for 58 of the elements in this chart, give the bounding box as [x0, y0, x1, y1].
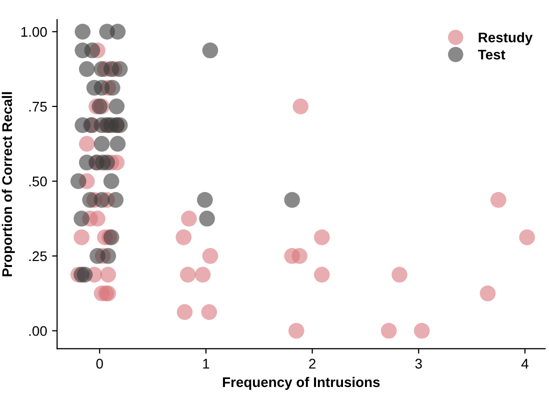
- point: [84, 42, 100, 58]
- y-tick-label: 1.00: [21, 26, 47, 37]
- point: [199, 210, 215, 227]
- y-tick-label: .75: [29, 102, 47, 112]
- point: [110, 136, 126, 152]
- point: [74, 24, 91, 40]
- point: [100, 248, 116, 264]
- point: [78, 136, 95, 152]
- x-tick-label: 1: [203, 358, 210, 368]
- point: [112, 61, 128, 77]
- point: [380, 322, 397, 339]
- point: [284, 192, 300, 208]
- x-tick-label: 4: [521, 358, 528, 368]
- point: [112, 117, 128, 134]
- point: [180, 266, 196, 283]
- point: [490, 192, 506, 208]
- y-tick-label: .00: [29, 326, 47, 336]
- x-tick-label: 3: [415, 358, 422, 369]
- point: [90, 210, 106, 227]
- point: [70, 173, 86, 190]
- legend-label: Test: [478, 50, 506, 60]
- legend-label: Restudy: [478, 32, 533, 46]
- point: [480, 285, 496, 302]
- point: [201, 304, 218, 320]
- point: [202, 42, 218, 58]
- point: [288, 322, 304, 339]
- x-tick-label: 2: [309, 358, 316, 368]
- point: [519, 229, 535, 246]
- y-tick-label: .25: [29, 251, 47, 262]
- point: [104, 80, 120, 96]
- point: [94, 136, 110, 152]
- point: [99, 154, 115, 170]
- point: [194, 266, 211, 283]
- point: [314, 229, 330, 246]
- point: [414, 322, 430, 339]
- point: [78, 61, 95, 77]
- point: [94, 192, 110, 208]
- point: [176, 229, 192, 246]
- x-axis-title: Frequency of Intrusions: [222, 376, 380, 390]
- point: [74, 229, 90, 246]
- point: [292, 248, 308, 264]
- point: [103, 173, 120, 190]
- point: [176, 304, 193, 320]
- point: [110, 24, 126, 40]
- point: [196, 192, 213, 208]
- y-tick-label: .50: [29, 176, 47, 186]
- point: [100, 266, 116, 283]
- point: [202, 248, 218, 264]
- point: [76, 266, 93, 283]
- y-axis-title: Proportion of Correct Recall: [2, 92, 15, 276]
- x-tick-label: 0: [96, 358, 103, 369]
- point: [74, 210, 90, 227]
- point: [392, 266, 408, 283]
- point: [181, 210, 197, 227]
- point: [108, 192, 124, 208]
- point: [314, 266, 330, 283]
- point: [292, 98, 309, 114]
- point: [108, 98, 125, 114]
